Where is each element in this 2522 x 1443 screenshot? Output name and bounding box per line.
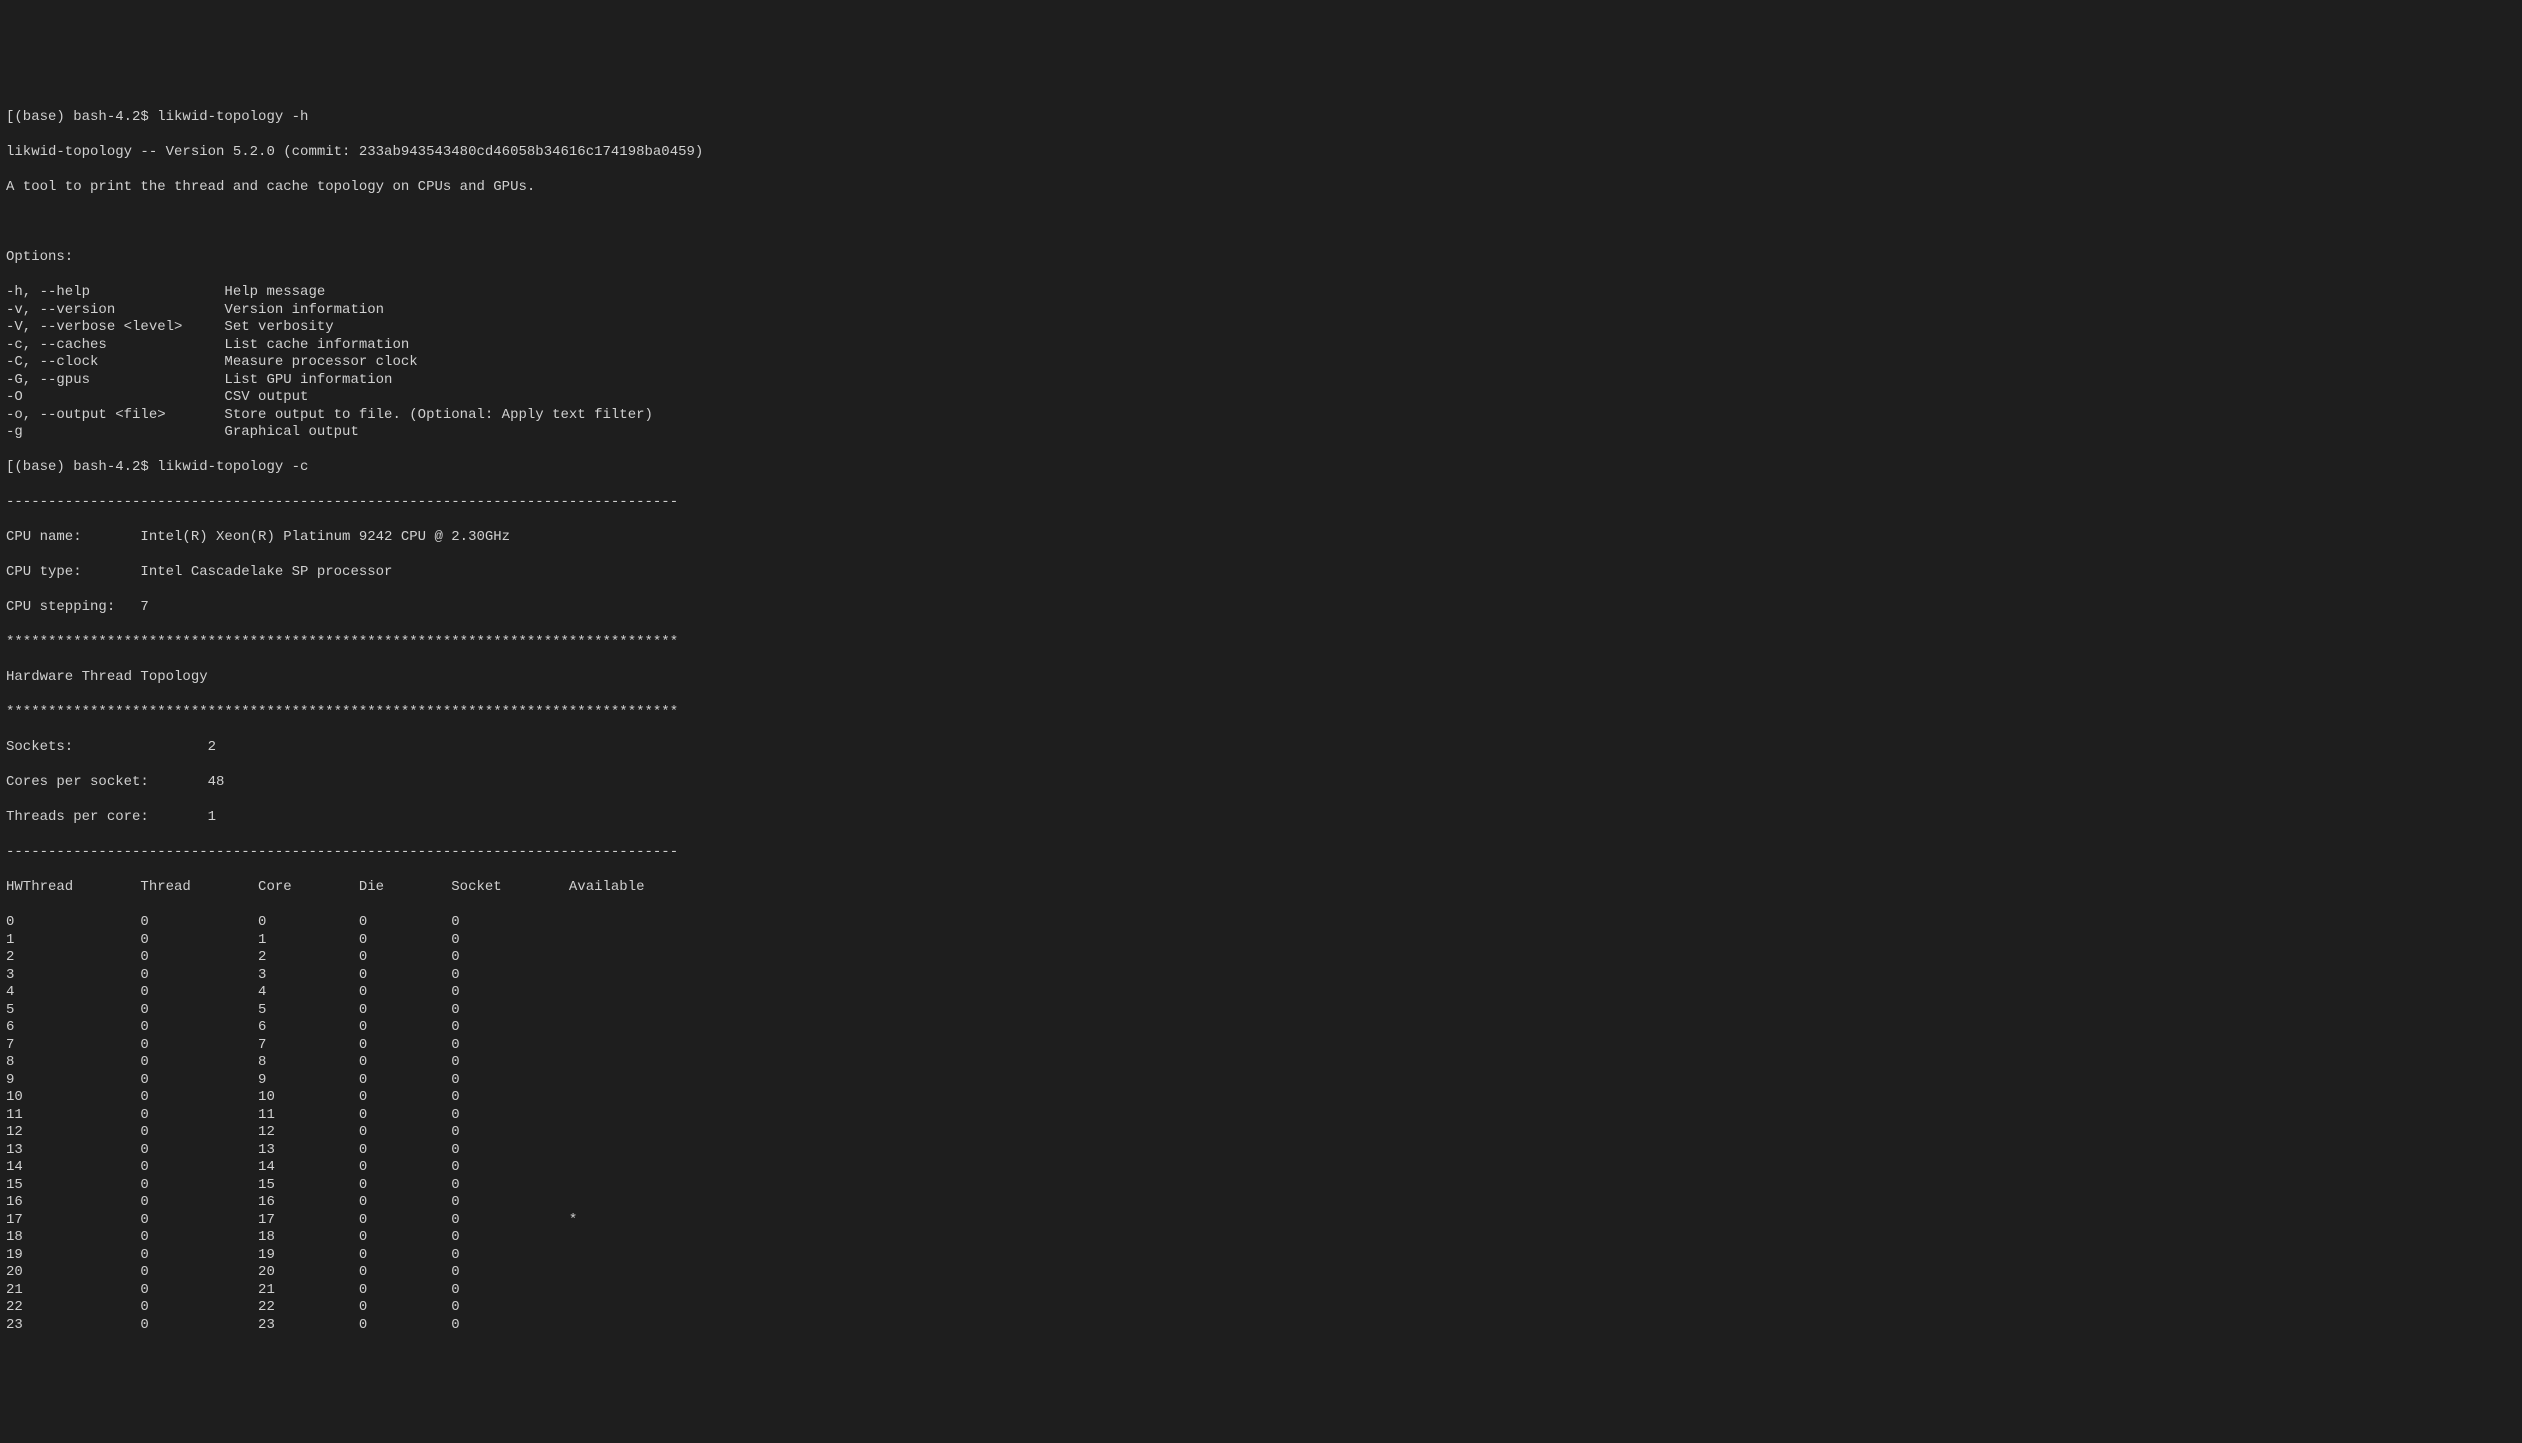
version-line: likwid-topology -- Version 5.2.0 (commit… <box>6 144 2516 162</box>
options-label: Options: <box>6 249 2516 267</box>
options-block: -h, --help Help message-v, --version Ver… <box>6 284 2516 442</box>
table-row: 12 0 12 0 0 <box>6 1124 2516 1142</box>
option-line: -c, --caches List cache information <box>6 337 2516 355</box>
table-row: 14 0 14 0 0 <box>6 1159 2516 1177</box>
cpu-step-line: CPU stepping: 7 <box>6 599 2516 617</box>
sockets-line: Sockets: 2 <box>6 739 2516 757</box>
separator-dash: ----------------------------------------… <box>6 494 2516 512</box>
table-row: 2 0 2 0 0 <box>6 949 2516 967</box>
table-row: 1 0 1 0 0 <box>6 932 2516 950</box>
cpu-name-line: CPU name: Intel(R) Xeon(R) Platinum 9242… <box>6 529 2516 547</box>
threads-line: Threads per core: 1 <box>6 809 2516 827</box>
table-row: 21 0 21 0 0 <box>6 1282 2516 1300</box>
thread-table-body: 0 0 0 0 0 1 0 1 0 0 2 0 2 0 <box>6 914 2516 1334</box>
table-row: 13 0 13 0 0 <box>6 1142 2516 1160</box>
prompt-line-2: [(base) bash-4.2$ likwid-topology -c <box>6 459 2516 477</box>
table-row: 4 0 4 0 0 <box>6 984 2516 1002</box>
table-row: 7 0 7 0 0 <box>6 1037 2516 1055</box>
cores-line: Cores per socket: 48 <box>6 774 2516 792</box>
table-row: 22 0 22 0 0 <box>6 1299 2516 1317</box>
table-row: 6 0 6 0 0 <box>6 1019 2516 1037</box>
option-line: -C, --clock Measure processor clock <box>6 354 2516 372</box>
table-row: 0 0 0 0 0 <box>6 914 2516 932</box>
table-row: 3 0 3 0 0 <box>6 967 2516 985</box>
option-line: -g Graphical output <box>6 424 2516 442</box>
table-row: 15 0 15 0 0 <box>6 1177 2516 1195</box>
separator-dash-2: ----------------------------------------… <box>6 844 2516 862</box>
prompt-line-1: [(base) bash-4.2$ likwid-topology -h <box>6 109 2516 127</box>
cpu-type-line: CPU type: Intel Cascadelake SP processor <box>6 564 2516 582</box>
separator-star-1: ****************************************… <box>6 634 2516 652</box>
table-row: 17 0 17 0 0 * <box>6 1212 2516 1230</box>
table-header: HWThread Thread Core Die Socket Availabl… <box>6 879 2516 897</box>
table-row: 5 0 5 0 0 <box>6 1002 2516 1020</box>
table-row: 18 0 18 0 0 <box>6 1229 2516 1247</box>
tool-description: A tool to print the thread and cache top… <box>6 179 2516 197</box>
separator-star-2: ****************************************… <box>6 704 2516 722</box>
option-line: -G, --gpus List GPU information <box>6 372 2516 390</box>
option-line: -h, --help Help message <box>6 284 2516 302</box>
table-row: 23 0 23 0 0 <box>6 1317 2516 1335</box>
table-row: 8 0 8 0 0 <box>6 1054 2516 1072</box>
table-row: 11 0 11 0 0 <box>6 1107 2516 1125</box>
table-row: 19 0 19 0 0 <box>6 1247 2516 1265</box>
table-row: 16 0 16 0 0 <box>6 1194 2516 1212</box>
option-line: -V, --verbose <level> Set verbosity <box>6 319 2516 337</box>
blank-line <box>6 214 2516 232</box>
option-line: -O CSV output <box>6 389 2516 407</box>
table-row: 20 0 20 0 0 <box>6 1264 2516 1282</box>
option-line: -o, --output <file> Store output to file… <box>6 407 2516 425</box>
table-row: 10 0 10 0 0 <box>6 1089 2516 1107</box>
section-header: Hardware Thread Topology <box>6 669 2516 687</box>
table-row: 9 0 9 0 0 <box>6 1072 2516 1090</box>
option-line: -v, --version Version information <box>6 302 2516 320</box>
terminal-window[interactable]: [(base) bash-4.2$ likwid-topology -h lik… <box>0 88 2522 1356</box>
